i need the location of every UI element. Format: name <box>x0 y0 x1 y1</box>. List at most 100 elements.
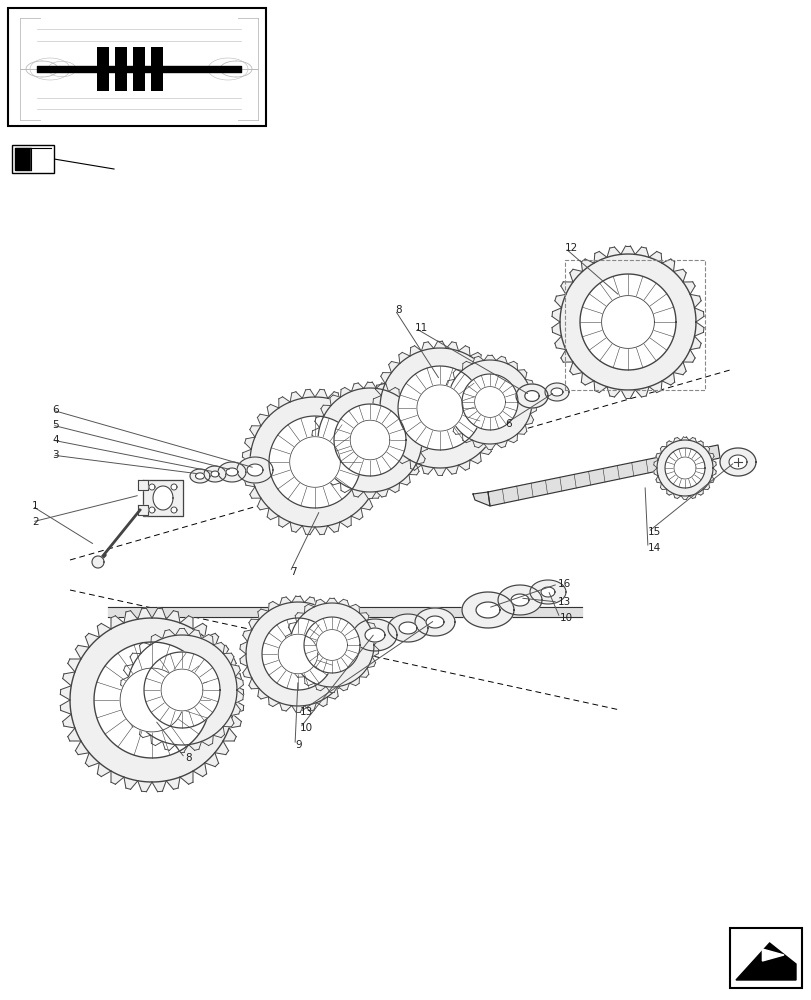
Polygon shape <box>349 604 359 613</box>
Polygon shape <box>340 387 351 397</box>
Polygon shape <box>498 408 506 420</box>
Polygon shape <box>204 753 218 767</box>
Text: 5: 5 <box>52 420 58 430</box>
Polygon shape <box>188 741 201 750</box>
Polygon shape <box>719 448 755 476</box>
Polygon shape <box>223 659 236 672</box>
Polygon shape <box>672 362 685 375</box>
Polygon shape <box>453 370 462 379</box>
Polygon shape <box>246 602 350 706</box>
Polygon shape <box>60 700 71 714</box>
Polygon shape <box>315 416 324 428</box>
Polygon shape <box>327 609 337 620</box>
Polygon shape <box>525 414 533 425</box>
Polygon shape <box>416 385 462 431</box>
Polygon shape <box>75 741 89 755</box>
Polygon shape <box>540 587 554 597</box>
Polygon shape <box>375 489 388 497</box>
Polygon shape <box>634 247 648 257</box>
Polygon shape <box>143 480 182 516</box>
Polygon shape <box>410 460 421 470</box>
Polygon shape <box>388 387 399 397</box>
Polygon shape <box>496 440 507 448</box>
Polygon shape <box>242 449 251 462</box>
Polygon shape <box>367 622 375 633</box>
Polygon shape <box>510 594 528 606</box>
Polygon shape <box>225 468 238 476</box>
Polygon shape <box>659 483 666 490</box>
Polygon shape <box>144 652 220 728</box>
Polygon shape <box>348 654 355 666</box>
Polygon shape <box>696 441 702 447</box>
Polygon shape <box>166 777 180 789</box>
Polygon shape <box>530 390 536 402</box>
Polygon shape <box>473 492 489 506</box>
Polygon shape <box>67 659 81 672</box>
Polygon shape <box>461 374 517 430</box>
Bar <box>151 47 163 91</box>
Polygon shape <box>188 630 201 639</box>
Polygon shape <box>371 633 379 645</box>
Polygon shape <box>693 308 703 322</box>
Polygon shape <box>594 251 607 263</box>
Polygon shape <box>111 616 124 629</box>
Polygon shape <box>337 678 346 689</box>
Polygon shape <box>498 396 506 408</box>
Polygon shape <box>138 608 152 619</box>
Polygon shape <box>304 703 316 711</box>
Polygon shape <box>443 402 449 414</box>
Polygon shape <box>237 457 272 483</box>
Polygon shape <box>375 383 388 391</box>
Polygon shape <box>242 462 251 475</box>
Polygon shape <box>380 348 500 468</box>
Polygon shape <box>711 460 715 468</box>
Polygon shape <box>530 402 536 414</box>
Polygon shape <box>420 428 427 440</box>
Polygon shape <box>311 428 319 440</box>
Polygon shape <box>315 389 328 398</box>
Polygon shape <box>85 753 99 767</box>
Polygon shape <box>262 618 333 690</box>
Polygon shape <box>409 464 418 475</box>
Polygon shape <box>291 706 304 712</box>
Polygon shape <box>458 346 470 356</box>
Polygon shape <box>579 274 676 370</box>
Polygon shape <box>124 777 138 789</box>
Polygon shape <box>285 645 291 657</box>
Text: 3: 3 <box>52 450 58 460</box>
Polygon shape <box>367 657 375 668</box>
Polygon shape <box>329 474 340 485</box>
Polygon shape <box>290 522 302 532</box>
Polygon shape <box>581 259 594 271</box>
Polygon shape <box>398 453 410 464</box>
Polygon shape <box>171 507 177 513</box>
Polygon shape <box>149 507 155 513</box>
Polygon shape <box>233 686 243 700</box>
Polygon shape <box>152 486 173 510</box>
Polygon shape <box>673 457 695 479</box>
Polygon shape <box>162 630 175 639</box>
Bar <box>115 47 127 91</box>
Polygon shape <box>180 616 193 629</box>
Polygon shape <box>388 443 399 455</box>
Polygon shape <box>399 395 410 406</box>
Polygon shape <box>461 592 513 628</box>
Polygon shape <box>152 781 166 792</box>
Polygon shape <box>235 677 243 690</box>
Polygon shape <box>316 601 327 611</box>
Polygon shape <box>166 611 180 623</box>
Polygon shape <box>350 420 389 460</box>
Polygon shape <box>285 633 291 645</box>
Bar <box>133 47 145 91</box>
Polygon shape <box>247 464 263 476</box>
Polygon shape <box>708 453 713 460</box>
Polygon shape <box>496 356 507 364</box>
Polygon shape <box>446 342 458 351</box>
Polygon shape <box>601 296 654 348</box>
Polygon shape <box>121 690 128 703</box>
Polygon shape <box>233 700 243 714</box>
Polygon shape <box>195 473 204 479</box>
Polygon shape <box>351 489 363 497</box>
Polygon shape <box>682 350 694 362</box>
Polygon shape <box>60 686 71 700</box>
